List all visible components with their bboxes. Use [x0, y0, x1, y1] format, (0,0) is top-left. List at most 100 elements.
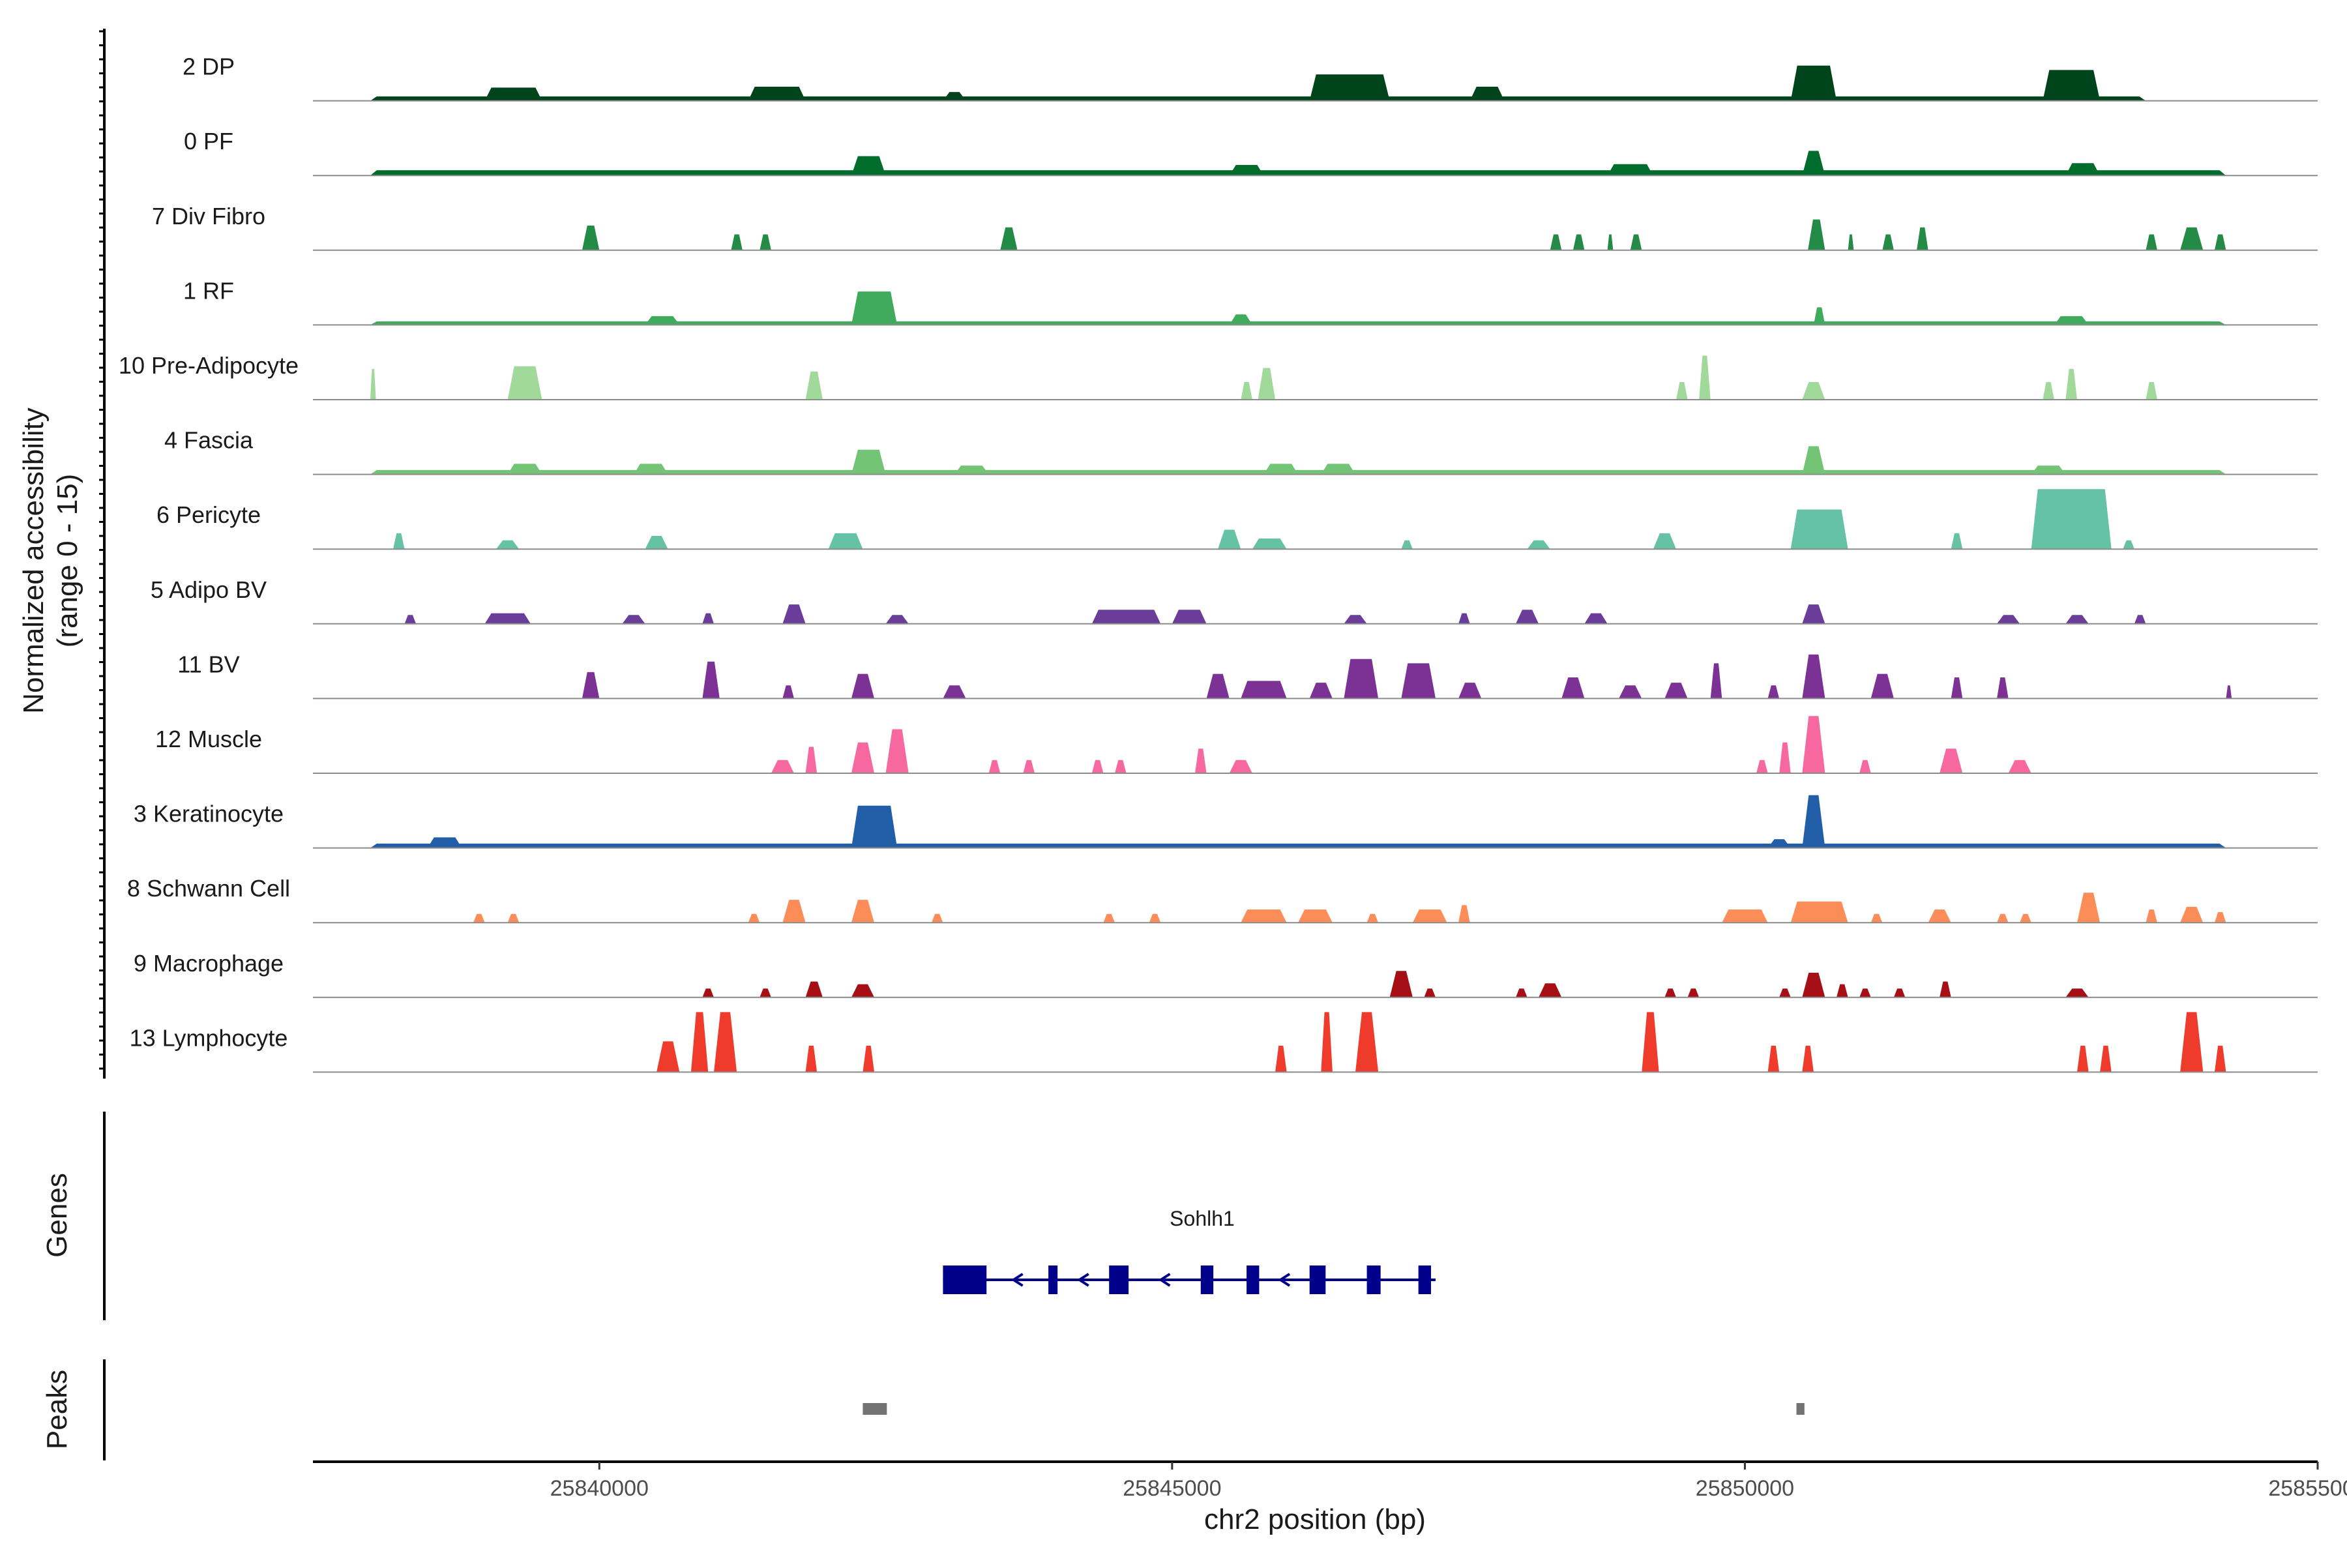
coverage-peak — [2123, 540, 2134, 550]
coverage-peak — [1767, 839, 1791, 848]
coverage-peak — [1469, 87, 1505, 101]
coverage-peak — [690, 1012, 709, 1072]
peaks-track — [103, 1359, 1805, 1460]
coverage-peak — [2065, 368, 2077, 400]
coverage-peak — [1149, 913, 1161, 923]
gene-exon — [1048, 1265, 1058, 1294]
coverage-peak — [760, 988, 771, 998]
coverage-peak — [1859, 988, 1871, 998]
coverage-peak — [1676, 382, 1688, 400]
coverage-peak — [1710, 663, 1722, 699]
coverage-peak — [1258, 368, 1275, 400]
coverage-peak — [1882, 234, 1894, 250]
coverage-peak — [1951, 677, 1963, 699]
coverage-peak — [1458, 613, 1470, 624]
genes-track-title: Genes — [41, 1173, 73, 1258]
coverage-peak — [1808, 219, 1825, 250]
coverage-peak — [1722, 910, 1768, 923]
gene-exon — [943, 1265, 987, 1294]
coverage-peak — [988, 760, 1001, 773]
track-3: 7 Div Fibro — [152, 203, 2318, 251]
track-5: 10 Pre-Adipocyte — [119, 352, 2318, 400]
track-label: 2 DP — [183, 53, 235, 80]
coverage-peak — [748, 87, 806, 101]
track-label: 3 Keratinocyte — [134, 801, 284, 827]
coverage-peak — [782, 685, 794, 699]
accessibility-axis — [99, 29, 106, 1079]
coverage-peak — [473, 913, 485, 923]
coverage-peak — [1298, 910, 1333, 923]
gene-label: Sohlh1 — [1170, 1207, 1235, 1230]
coverage-peak — [496, 540, 520, 550]
coverage-peak — [1241, 910, 1287, 923]
coverage-peak — [2146, 234, 2157, 250]
coverage-peak — [1859, 760, 1871, 773]
coverage-peak — [484, 613, 531, 624]
coverage-peak — [1539, 983, 1562, 998]
coverage-peak — [393, 533, 405, 550]
coverage-peak — [507, 366, 542, 400]
coverage-peak — [1630, 234, 1642, 250]
coverage-peak — [1527, 540, 1550, 550]
coverage-peak — [2043, 70, 2101, 101]
coverage-peak — [2100, 1045, 2112, 1072]
coverage-peak — [2020, 913, 2031, 923]
coverage-peak — [1642, 1012, 1659, 1072]
track-10: 12 Muscle — [155, 716, 2318, 774]
coverage-peak — [748, 913, 760, 923]
coverage-peak — [805, 1045, 818, 1072]
coverage-peak — [1802, 446, 1825, 475]
coverage-peak — [702, 613, 714, 624]
coverage-peak — [2214, 234, 2226, 250]
coverage-peak — [1206, 673, 1230, 699]
coverage-peak — [1366, 913, 1379, 923]
coverage-peak — [370, 321, 2226, 325]
coverage-peak — [2043, 382, 2054, 400]
coverage-peak — [1619, 685, 1642, 699]
track-14: 13 Lymphocyte — [130, 1012, 2318, 1073]
coverage-peak — [1997, 677, 2009, 699]
coverage-peak — [1344, 615, 1367, 624]
x-tick-label: 25845000 — [1123, 1476, 1221, 1501]
coverage-peak — [1802, 654, 1825, 699]
coverage-peak — [1091, 760, 1104, 773]
genes-track — [103, 1112, 1436, 1320]
strand-arrow — [1278, 1273, 1291, 1287]
coverage-peak — [1997, 615, 2020, 624]
peaks-track-title: Peaks — [41, 1370, 73, 1449]
coverage-peak — [2065, 615, 2089, 624]
coverage-peak — [1103, 913, 1115, 923]
coverage-peak — [484, 87, 542, 101]
coverage-peak — [1848, 234, 1854, 250]
coverage-peak — [702, 661, 720, 699]
y-axis-title-line1: Normalized accessibility — [18, 407, 50, 713]
coverage-peak — [370, 368, 376, 400]
coverage-peak — [1837, 984, 1848, 998]
track-1: 2 DP — [183, 53, 2318, 102]
coverage-peak — [645, 536, 668, 550]
coverage-peak — [1550, 234, 1562, 250]
gene-exon — [1247, 1265, 1260, 1294]
coverage-peak — [1917, 227, 1928, 250]
coverage-peak — [2054, 316, 2089, 325]
coverage-peak — [2077, 1045, 2089, 1072]
coverage-peak — [760, 234, 771, 250]
x-tick-label: 25850000 — [1696, 1476, 1794, 1501]
coverage-peak — [1790, 509, 1848, 550]
coverage-peak — [1252, 539, 1287, 550]
coverage-peak — [1802, 795, 1825, 848]
y-axis-title-line2: (range 0 - 15) — [52, 474, 83, 648]
coverage-peak — [1229, 314, 1252, 325]
coverage-peak — [1218, 529, 1241, 550]
track-7: 6 Pericyte — [156, 489, 2318, 550]
coverage-peak — [1584, 613, 1608, 624]
track-label: 8 Schwann Cell — [127, 875, 290, 902]
coverage-peak — [1241, 681, 1287, 699]
coverage-peak — [1802, 716, 1825, 773]
track-11: 3 Keratinocyte — [134, 795, 2318, 849]
coverage-peak — [1091, 610, 1161, 624]
coverage-peak — [1195, 748, 1207, 773]
coverage-peak — [1779, 742, 1791, 773]
coverage-peak — [582, 226, 600, 250]
coverage-peak — [1664, 988, 1676, 998]
